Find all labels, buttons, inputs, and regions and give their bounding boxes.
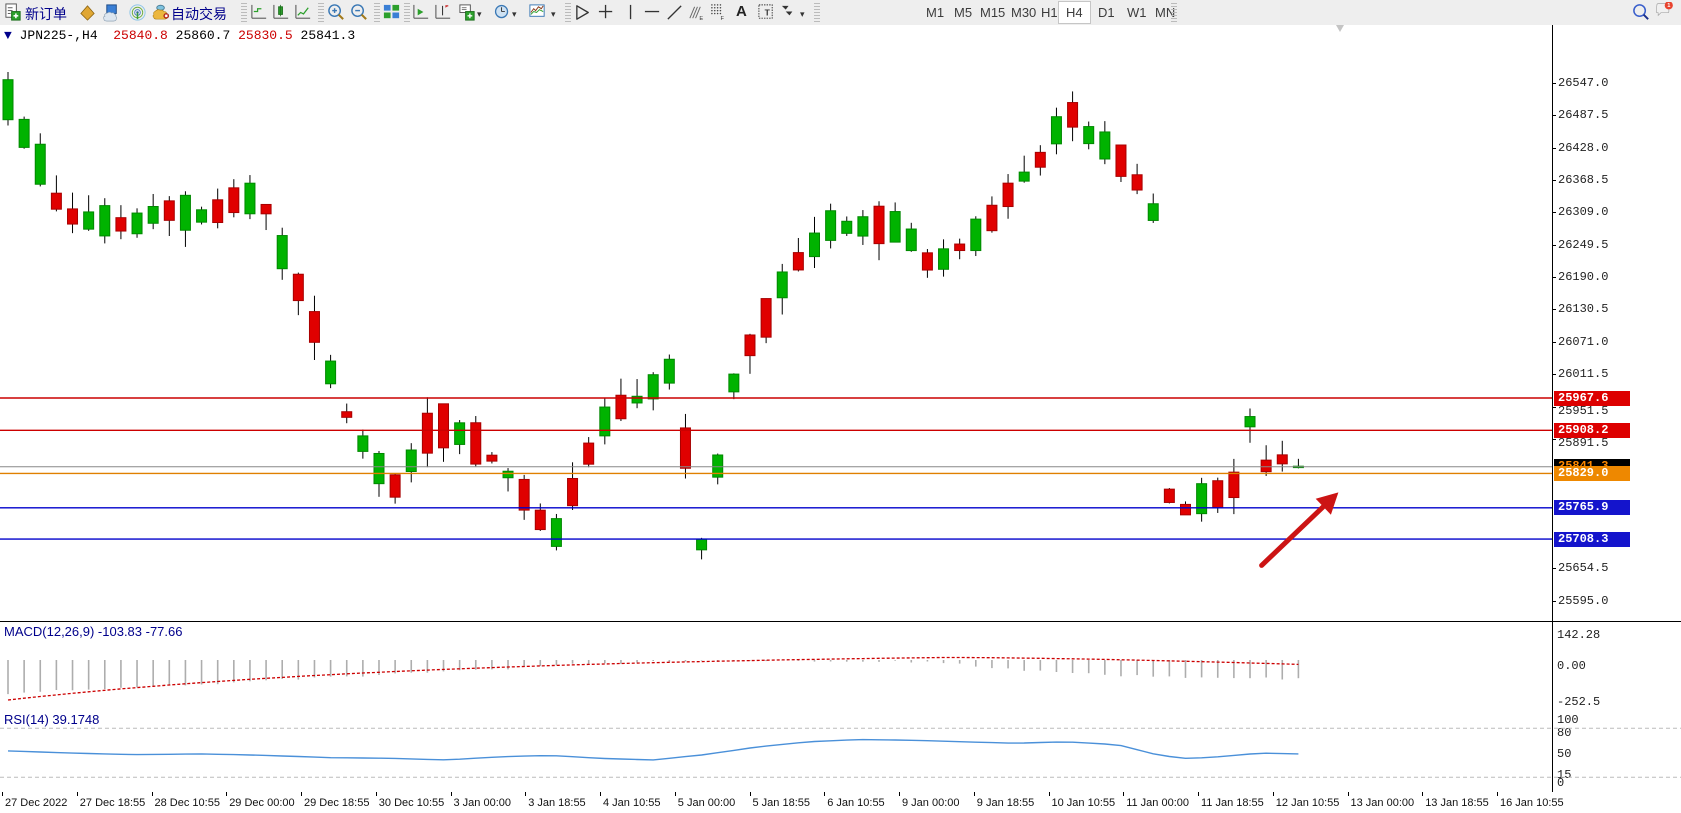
- svg-text:F: F: [720, 16, 724, 22]
- svg-text:1: 1: [1667, 3, 1670, 9]
- svg-text:E: E: [699, 16, 703, 22]
- svg-text:T: T: [765, 7, 771, 17]
